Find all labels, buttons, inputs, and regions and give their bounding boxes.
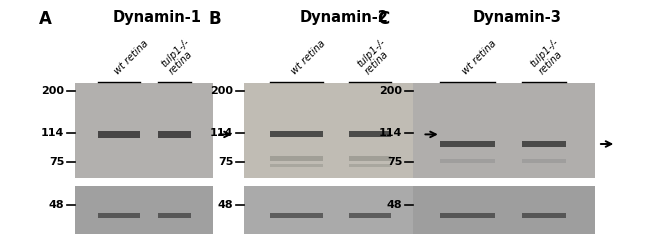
- Text: 48: 48: [387, 200, 402, 210]
- Text: A: A: [39, 10, 52, 28]
- Bar: [349, 164, 391, 167]
- Bar: [270, 164, 323, 167]
- Bar: [440, 141, 495, 147]
- Text: Dynamin-2: Dynamin-2: [300, 10, 389, 25]
- Text: 48: 48: [218, 200, 233, 210]
- Text: Dynamin-3: Dynamin-3: [473, 10, 561, 25]
- Bar: [522, 141, 566, 147]
- Bar: [75, 186, 213, 234]
- Text: 114: 114: [210, 128, 233, 138]
- Bar: [270, 132, 323, 137]
- Text: tulp1-/-
retina: tulp1-/- retina: [355, 36, 395, 77]
- Bar: [98, 213, 140, 218]
- Bar: [349, 213, 391, 218]
- Bar: [244, 186, 419, 234]
- Bar: [244, 83, 419, 178]
- Text: wt retina: wt retina: [460, 39, 499, 77]
- Text: 75: 75: [387, 157, 402, 167]
- Text: C: C: [377, 10, 389, 28]
- Text: 200: 200: [380, 86, 402, 96]
- Bar: [158, 213, 191, 218]
- Text: wt retina: wt retina: [112, 39, 150, 77]
- Bar: [413, 186, 595, 234]
- Text: 48: 48: [49, 200, 64, 210]
- Bar: [413, 83, 595, 178]
- Bar: [349, 132, 391, 137]
- Text: tulp1-/-
retina: tulp1-/- retina: [528, 36, 569, 77]
- Bar: [98, 131, 140, 138]
- Bar: [75, 83, 213, 178]
- Text: B: B: [208, 10, 220, 28]
- Bar: [440, 159, 495, 163]
- Text: 200: 200: [42, 86, 64, 96]
- Text: 114: 114: [41, 128, 64, 138]
- Bar: [349, 156, 391, 161]
- Bar: [522, 213, 566, 218]
- Text: wt retina: wt retina: [289, 39, 328, 77]
- Text: 114: 114: [379, 128, 402, 138]
- Text: 75: 75: [218, 157, 233, 167]
- Text: 200: 200: [211, 86, 233, 96]
- Text: Dynamin-1: Dynamin-1: [112, 10, 202, 25]
- Bar: [270, 156, 323, 161]
- Bar: [158, 131, 191, 138]
- Bar: [522, 159, 566, 163]
- Bar: [440, 213, 495, 218]
- Text: 75: 75: [49, 157, 64, 167]
- Bar: [270, 213, 323, 218]
- Text: tulp1-/-
retina: tulp1-/- retina: [159, 36, 200, 77]
